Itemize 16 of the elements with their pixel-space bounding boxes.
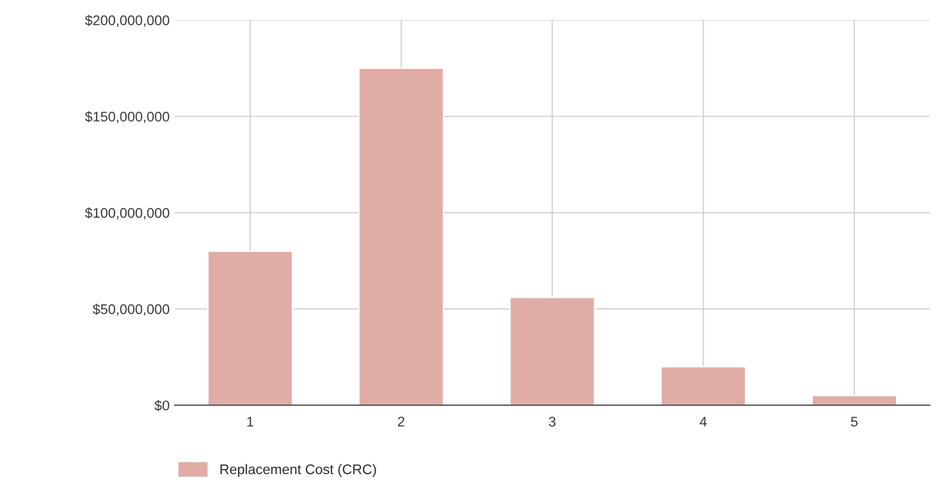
- bar: [358, 68, 444, 406]
- bar: [660, 366, 746, 406]
- y-tick-label: $200,000,000: [84, 14, 170, 27]
- x-tick-label: 1: [247, 416, 254, 426]
- bar: [811, 394, 898, 406]
- bar: [207, 250, 294, 406]
- x-tick-label: 4: [700, 416, 707, 426]
- y-tick-label: $50,000,000: [92, 304, 170, 316]
- y-tick-label: $100,000,000: [84, 207, 170, 220]
- x-tick-label: 2: [398, 416, 404, 426]
- x-tick-label: 5: [851, 416, 858, 427]
- x-tick-label: 3: [548, 416, 556, 427]
- y-tick-label: $150,000,000: [84, 111, 170, 124]
- legend-label: Replacement Cost (CRC): [220, 464, 376, 477]
- bar: [509, 296, 596, 406]
- y-tick-label: $0: [154, 400, 170, 412]
